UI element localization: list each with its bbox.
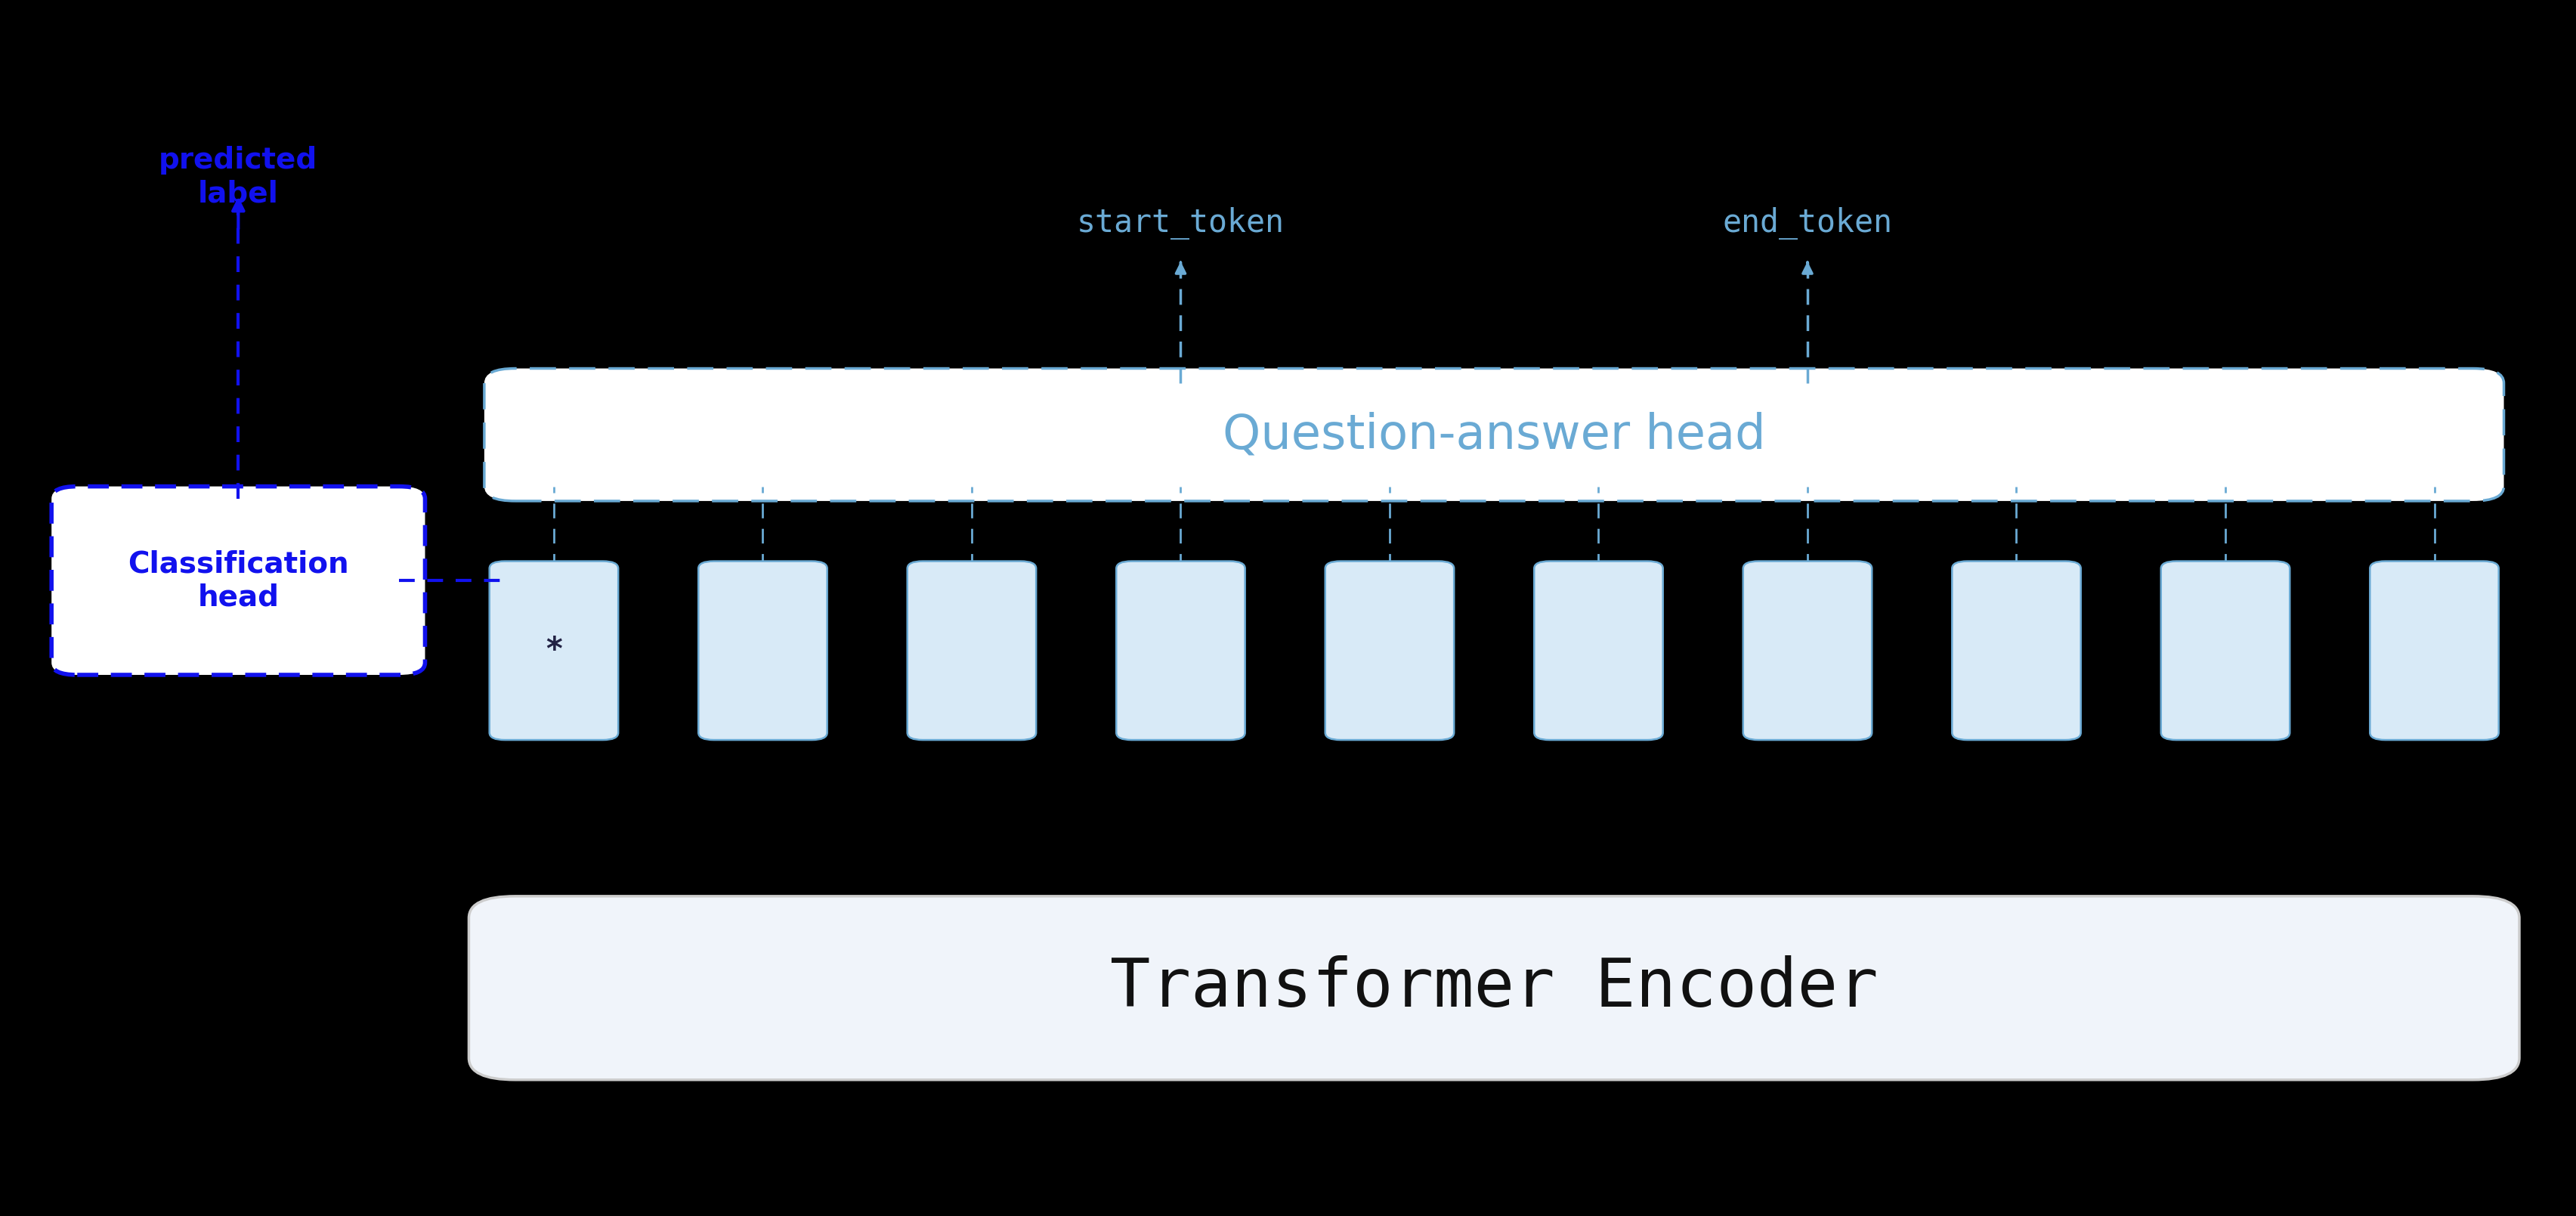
Text: end_token: end_token [1723, 207, 1893, 240]
FancyBboxPatch shape [1535, 562, 1664, 739]
FancyBboxPatch shape [2161, 562, 2290, 739]
Text: Question-answer head: Question-answer head [1224, 411, 1765, 458]
FancyBboxPatch shape [907, 562, 1036, 739]
FancyBboxPatch shape [52, 486, 425, 675]
Text: *: * [546, 635, 562, 666]
Text: start_token: start_token [1077, 207, 1285, 240]
FancyBboxPatch shape [489, 562, 618, 739]
FancyBboxPatch shape [484, 368, 2504, 501]
FancyBboxPatch shape [469, 896, 2519, 1080]
FancyBboxPatch shape [1115, 562, 1244, 739]
FancyBboxPatch shape [2370, 562, 2499, 739]
FancyBboxPatch shape [698, 562, 827, 739]
Text: predicted
label: predicted label [160, 146, 317, 208]
FancyBboxPatch shape [1953, 562, 2081, 739]
FancyBboxPatch shape [1324, 562, 1453, 739]
Text: Transformer Encoder: Transformer Encoder [1110, 955, 1878, 1021]
FancyBboxPatch shape [1744, 562, 1873, 739]
Text: Classification
head: Classification head [129, 550, 348, 612]
